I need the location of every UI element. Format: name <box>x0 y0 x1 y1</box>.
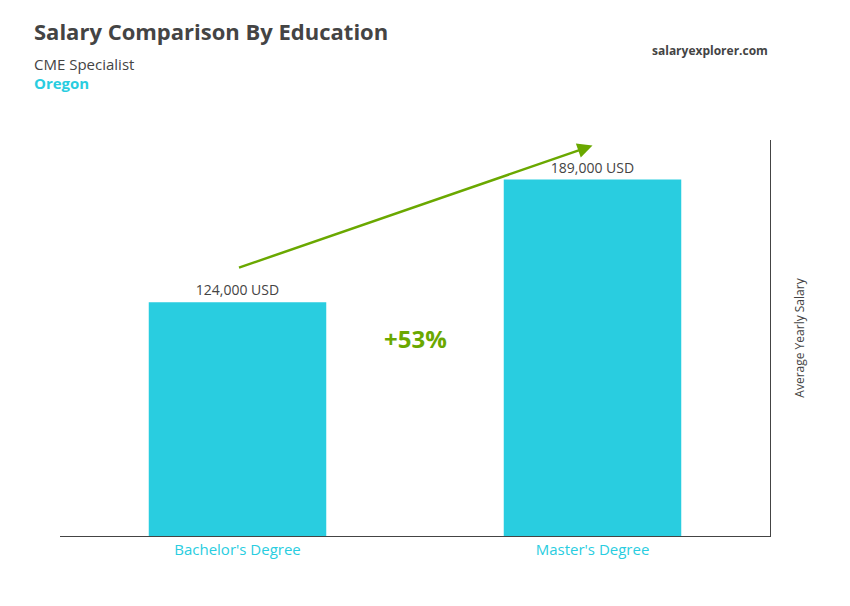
svg-text:Master's Degree: Master's Degree <box>536 539 650 559</box>
svg-text:Bachelor's Degree: Bachelor's Degree <box>174 539 301 559</box>
svg-text:salaryexplorer.com: salaryexplorer.com <box>652 42 768 59</box>
svg-text:CME SpecialistOregon: CME SpecialistOregon <box>34 54 134 94</box>
svg-text:Average Yearly Salary: Average Yearly Salary <box>791 277 808 397</box>
svg-text:189,000 USD: 189,000 USD <box>551 158 634 177</box>
svg-text:+53%: +53% <box>384 322 447 355</box>
svg-text:Salary Comparison By Education: Salary Comparison By Education <box>34 16 388 46</box>
svg-text:124,000 USD: 124,000 USD <box>196 280 279 299</box>
